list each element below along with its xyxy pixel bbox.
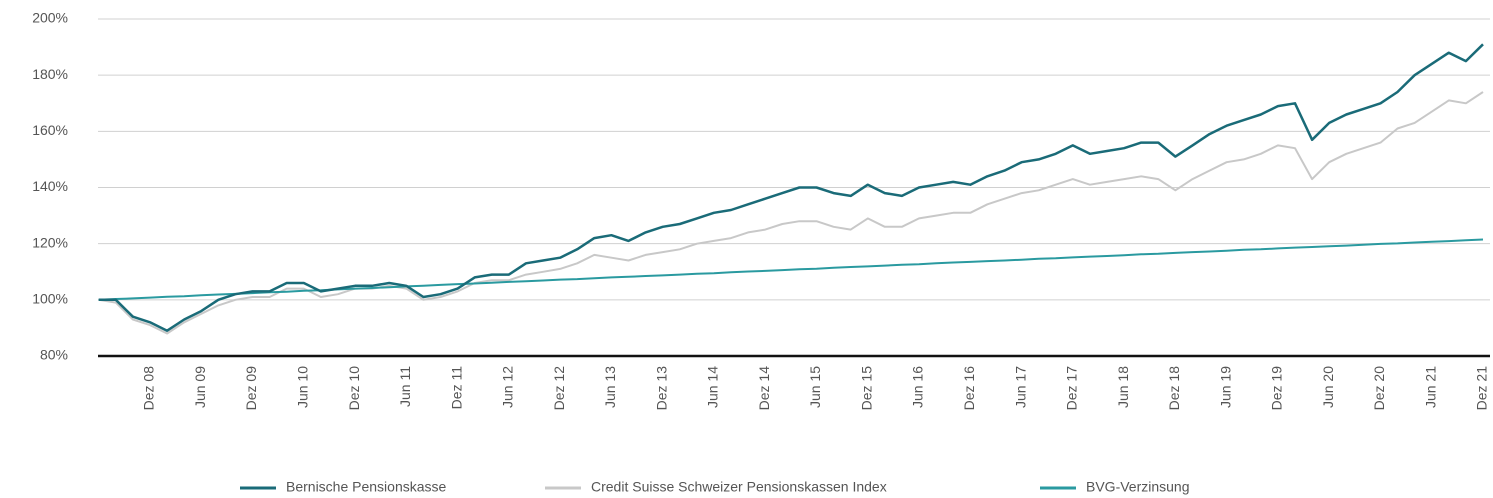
y-tick-label: 100% [32, 291, 68, 307]
series-line [98, 238, 1484, 301]
series-line [98, 43, 1484, 332]
x-tick-label: Jun 18 [1115, 366, 1131, 408]
x-tick-label: Dez 19 [1269, 366, 1285, 411]
x-tick-label: Jun 09 [192, 366, 208, 408]
x-tick-label: Jun 15 [807, 366, 823, 408]
x-tick-label: Jun 19 [1217, 366, 1233, 408]
x-tick-label: Dez 08 [141, 366, 157, 411]
y-tick-label: 160% [32, 122, 68, 138]
x-tick-label: Jun 11 [397, 366, 413, 407]
legend-label: BVG-Verzinsung [1086, 479, 1190, 495]
x-tick-label: Dez 18 [1166, 366, 1182, 411]
x-tick-label: Dez 14 [756, 366, 772, 411]
x-tick-label: Jun 20 [1320, 366, 1336, 408]
y-tick-label: 80% [40, 347, 68, 363]
x-tick-label: Dez 15 [858, 366, 874, 411]
x-tick-label: Jun 21 [1422, 366, 1438, 408]
x-tick-label: Dez 12 [551, 366, 567, 411]
x-tick-label: Dez 16 [961, 366, 977, 411]
x-tick-label: Dez 13 [653, 366, 669, 411]
x-tick-label: Jun 16 [910, 366, 926, 408]
x-tick-label: Dez 17 [1064, 366, 1080, 411]
y-tick-label: 180% [32, 66, 68, 82]
x-tick-label: Jun 12 [500, 366, 516, 408]
legend-label: Credit Suisse Schweizer Pensionskassen I… [591, 479, 887, 495]
legend-label: Bernische Pensionskasse [286, 479, 447, 495]
series-line [98, 91, 1484, 335]
x-tick-label: Jun 13 [602, 366, 618, 408]
x-tick-label: Dez 09 [243, 366, 259, 411]
x-tick-label: Dez 11 [448, 366, 464, 410]
x-tick-label: Jun 17 [1012, 366, 1028, 408]
y-tick-label: 120% [32, 234, 68, 250]
x-tick-label: Dez 21 [1474, 366, 1490, 411]
x-tick-label: Jun 14 [705, 366, 721, 408]
y-tick-label: 200% [32, 10, 68, 26]
y-tick-label: 140% [32, 178, 68, 194]
x-tick-label: Dez 20 [1371, 366, 1387, 411]
x-tick-label: Dez 10 [346, 366, 362, 411]
x-tick-label: Jun 10 [294, 366, 310, 408]
